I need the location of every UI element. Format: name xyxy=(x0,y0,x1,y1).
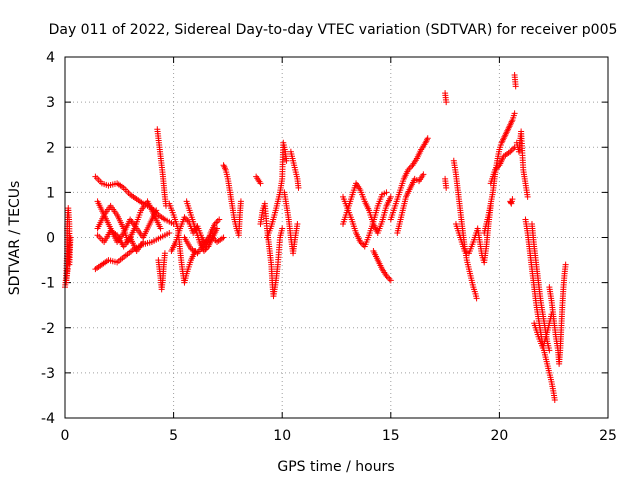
data-point xyxy=(214,225,221,232)
x-tick-label: 15 xyxy=(382,428,400,444)
data-point xyxy=(562,261,569,268)
data-point xyxy=(294,220,301,227)
data-point xyxy=(257,180,264,187)
data-point xyxy=(295,184,302,191)
y-tick-label: 0 xyxy=(46,231,55,247)
data-point xyxy=(283,157,290,164)
data-point xyxy=(443,99,450,106)
x-tick-label: 10 xyxy=(273,428,291,444)
data-point xyxy=(221,163,228,170)
data-point xyxy=(153,207,160,214)
data-point xyxy=(386,275,393,282)
data-point xyxy=(387,277,394,284)
data-point xyxy=(420,171,427,178)
data-points xyxy=(62,72,569,403)
data-point xyxy=(220,234,227,241)
data-point xyxy=(509,196,516,203)
x-tick-label: 0 xyxy=(61,428,70,444)
data-point xyxy=(387,193,394,200)
x-tick-label: 25 xyxy=(599,428,617,444)
x-axis-label: GPS time / hours xyxy=(277,459,394,475)
data-point xyxy=(511,110,518,117)
data-point xyxy=(214,217,221,224)
data-point xyxy=(166,229,173,236)
x-tick-label: 20 xyxy=(490,428,508,444)
data-point xyxy=(551,396,558,403)
data-point xyxy=(424,135,431,142)
data-point xyxy=(161,250,168,257)
data-point xyxy=(443,184,450,191)
data-point xyxy=(222,165,229,172)
y-tick-label: -1 xyxy=(41,276,55,292)
data-point xyxy=(507,199,514,206)
data-point xyxy=(548,311,555,318)
y-tick-label: 2 xyxy=(46,140,55,156)
y-tick-label: -2 xyxy=(41,321,55,337)
data-point xyxy=(508,147,515,154)
y-tick-label: 1 xyxy=(46,185,55,201)
data-point xyxy=(279,225,286,232)
x-tick-label: 5 xyxy=(169,428,178,444)
data-point xyxy=(510,145,517,152)
data-point xyxy=(157,225,164,232)
y-tick-label: 3 xyxy=(46,95,55,111)
data-point xyxy=(216,216,223,223)
data-point xyxy=(64,266,71,273)
data-point xyxy=(473,295,480,302)
data-point xyxy=(524,193,531,200)
y-tick-label: -3 xyxy=(41,366,55,382)
chart-title: Day 011 of 2022, Sidereal Day-to-day VTE… xyxy=(49,22,618,38)
data-point xyxy=(546,347,553,354)
y-tick-label: -4 xyxy=(41,411,55,427)
data-point xyxy=(237,198,244,205)
data-point xyxy=(512,83,519,90)
data-point xyxy=(140,239,147,246)
plot-frame xyxy=(64,56,609,419)
y-tick-label: 4 xyxy=(46,50,55,66)
y-axis-label: SDTVAR / TECUs xyxy=(7,181,23,296)
data-point xyxy=(383,189,390,196)
